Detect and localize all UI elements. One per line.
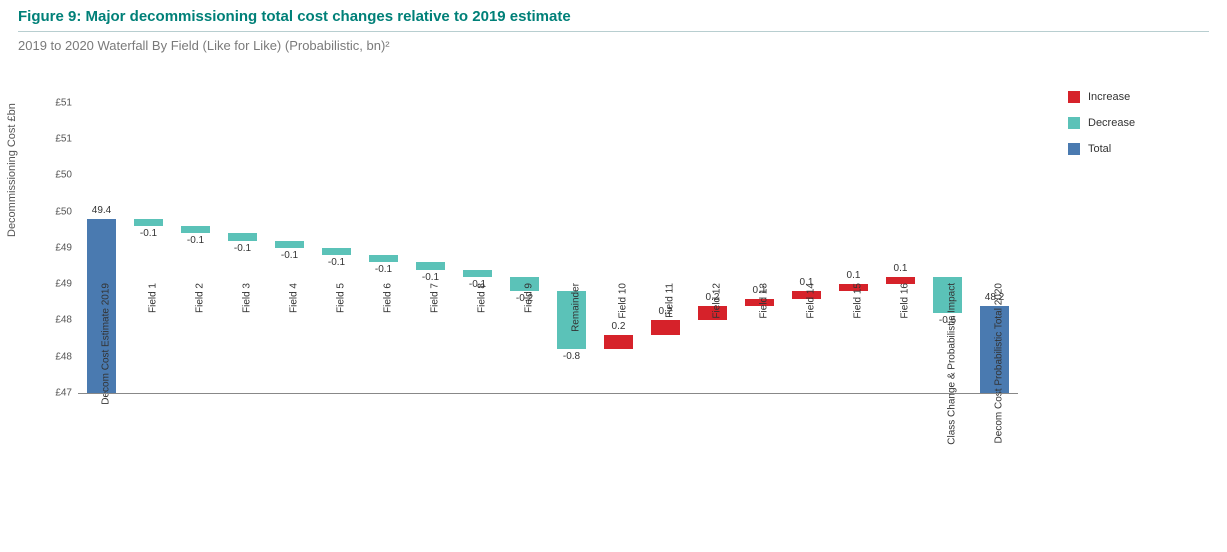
waterfall-bar xyxy=(322,248,350,255)
y-axis: Decommissioning Cost £bn £47£48£48£49£49… xyxy=(18,81,78,393)
waterfall-bar xyxy=(275,241,303,248)
waterfall-bar xyxy=(369,255,397,262)
y-tick: £51 xyxy=(55,134,72,145)
chart-title: Figure 9: Major decommissioning total co… xyxy=(18,8,1209,25)
x-tick-label: Field 13 xyxy=(758,283,769,403)
bar-value-label: 0.1 xyxy=(894,263,908,274)
x-tick-label: Field 1 xyxy=(147,283,158,403)
y-tick: £48 xyxy=(55,315,72,326)
x-tick-label: Field 7 xyxy=(429,283,440,403)
legend-label: Total xyxy=(1088,143,1111,155)
y-tick: £47 xyxy=(55,388,72,399)
bar-value-label: -0.1 xyxy=(140,228,157,239)
x-tick-label: Field 15 xyxy=(852,283,863,403)
x-tick-label: Field 9 xyxy=(523,283,534,403)
legend-swatch xyxy=(1068,143,1080,155)
y-tick: £48 xyxy=(55,351,72,362)
x-tick-label: Field 6 xyxy=(382,283,393,403)
y-tick: £50 xyxy=(55,170,72,181)
x-tick-label: 2020 Decom Cost Probabilistic Total xyxy=(993,283,1004,403)
x-tick-label: Field 8 xyxy=(476,283,487,403)
x-tick-label: Field 5 xyxy=(335,283,346,403)
x-tick-label: Field 16 xyxy=(899,283,910,403)
legend-item: Decrease xyxy=(1068,117,1198,129)
waterfall-bar xyxy=(228,233,256,240)
x-tick-label: Field 3 xyxy=(241,283,252,403)
x-tick-label: Class Change & Probabilistic Impact xyxy=(946,283,957,403)
y-tick: £49 xyxy=(55,242,72,253)
waterfall-bar xyxy=(416,262,444,269)
bar-value-label: -0.1 xyxy=(234,243,251,254)
chart-subtitle: 2019 to 2020 Waterfall By Field (Like fo… xyxy=(18,38,1209,53)
y-axis-label: Decommissioning Cost £bn xyxy=(6,103,18,237)
x-tick-label: Field 12 xyxy=(711,283,722,403)
y-tick: £49 xyxy=(55,279,72,290)
legend-label: Increase xyxy=(1088,91,1130,103)
legend-swatch xyxy=(1068,91,1080,103)
x-tick-label: Field 4 xyxy=(288,283,299,403)
waterfall-chart: Decommissioning Cost £bn £47£48£48£49£49… xyxy=(18,81,1038,521)
bar-value-label: -0.1 xyxy=(422,272,439,283)
bar-value-label: -0.1 xyxy=(328,257,345,268)
bar-value-label: 0.1 xyxy=(847,270,861,281)
bar-value-label: 49.4 xyxy=(92,205,111,216)
legend-label: Decrease xyxy=(1088,117,1135,129)
legend-item: Total xyxy=(1068,143,1198,155)
y-tick: £50 xyxy=(55,206,72,217)
x-tick-label: Remainder xyxy=(570,283,581,403)
x-tick-label: Field 11 xyxy=(664,283,675,403)
plot-area: 49.4-0.1-0.1-0.1-0.1-0.1-0.1-0.1-0.1-0.2… xyxy=(78,81,1018,393)
waterfall-bar xyxy=(463,270,491,277)
bar-value-label: -0.1 xyxy=(375,264,392,275)
x-tick-label: Field 2 xyxy=(194,283,205,403)
bar-value-label: -0.1 xyxy=(187,235,204,246)
waterfall-bar xyxy=(181,226,209,233)
divider xyxy=(18,31,1209,32)
legend: Increase Decrease Total xyxy=(1038,81,1198,521)
x-tick-label: 2019 Decom Cost Estimate xyxy=(100,283,111,403)
bar-value-label: -0.1 xyxy=(281,250,298,261)
legend-item: Increase xyxy=(1068,91,1198,103)
x-tick-label: Field 10 xyxy=(617,283,628,403)
x-axis-line xyxy=(78,393,1018,394)
waterfall-bar xyxy=(134,219,162,226)
x-tick-label: Field 14 xyxy=(805,283,816,403)
x-axis: 2019 Decom Cost EstimateField 1Field 2Fi… xyxy=(78,399,1018,519)
legend-swatch xyxy=(1068,117,1080,129)
y-tick: £51 xyxy=(55,97,72,108)
